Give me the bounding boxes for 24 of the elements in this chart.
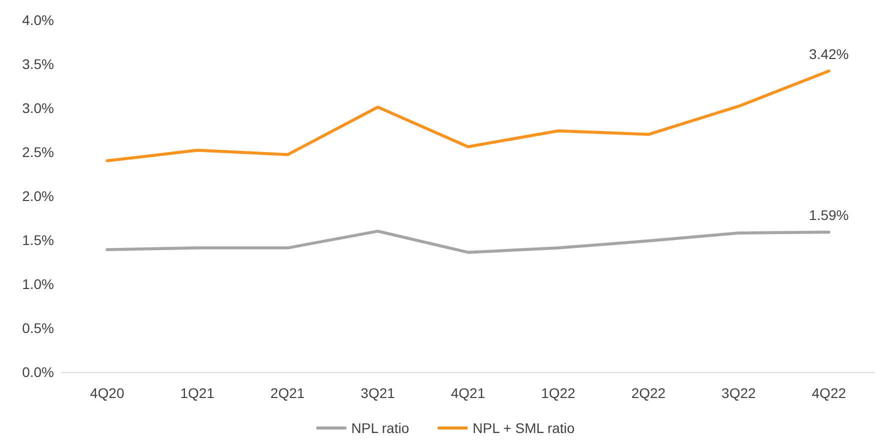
y-tick-label: 1.5% [22, 232, 54, 248]
x-tick-label: 1Q22 [541, 385, 576, 401]
data-label: 1.59% [809, 207, 849, 224]
y-tick-label: 1.0% [22, 276, 54, 292]
data-label: 3.42% [809, 46, 849, 62]
x-tick-label: 2Q22 [631, 385, 666, 401]
x-tick-label: 2Q21 [270, 385, 305, 401]
y-tick-label: 0.0% [22, 364, 54, 380]
line-series [106, 230, 830, 254]
y-tick-label: 2.5% [22, 144, 54, 160]
x-tick-label: 4Q22 [812, 385, 846, 401]
legend-label: NPL ratio [351, 420, 410, 436]
y-tick-label: 4.0% [22, 12, 54, 28]
x-tick-label: 1Q21 [180, 385, 215, 401]
legend-label: NPL + SML ratio [472, 420, 575, 436]
line-series [106, 70, 830, 162]
y-tick-label: 2.0% [22, 188, 54, 204]
x-tick-label: 4Q20 [90, 385, 124, 401]
y-tick-label: 0.5% [22, 320, 54, 336]
x-tick-label: 4Q21 [450, 385, 486, 401]
y-tick-label: 3.5% [22, 56, 54, 72]
y-tick-label: 3.0% [22, 100, 54, 116]
x-tick-label: 3Q22 [722, 385, 756, 401]
x-tick-label: 3Q21 [360, 385, 396, 401]
